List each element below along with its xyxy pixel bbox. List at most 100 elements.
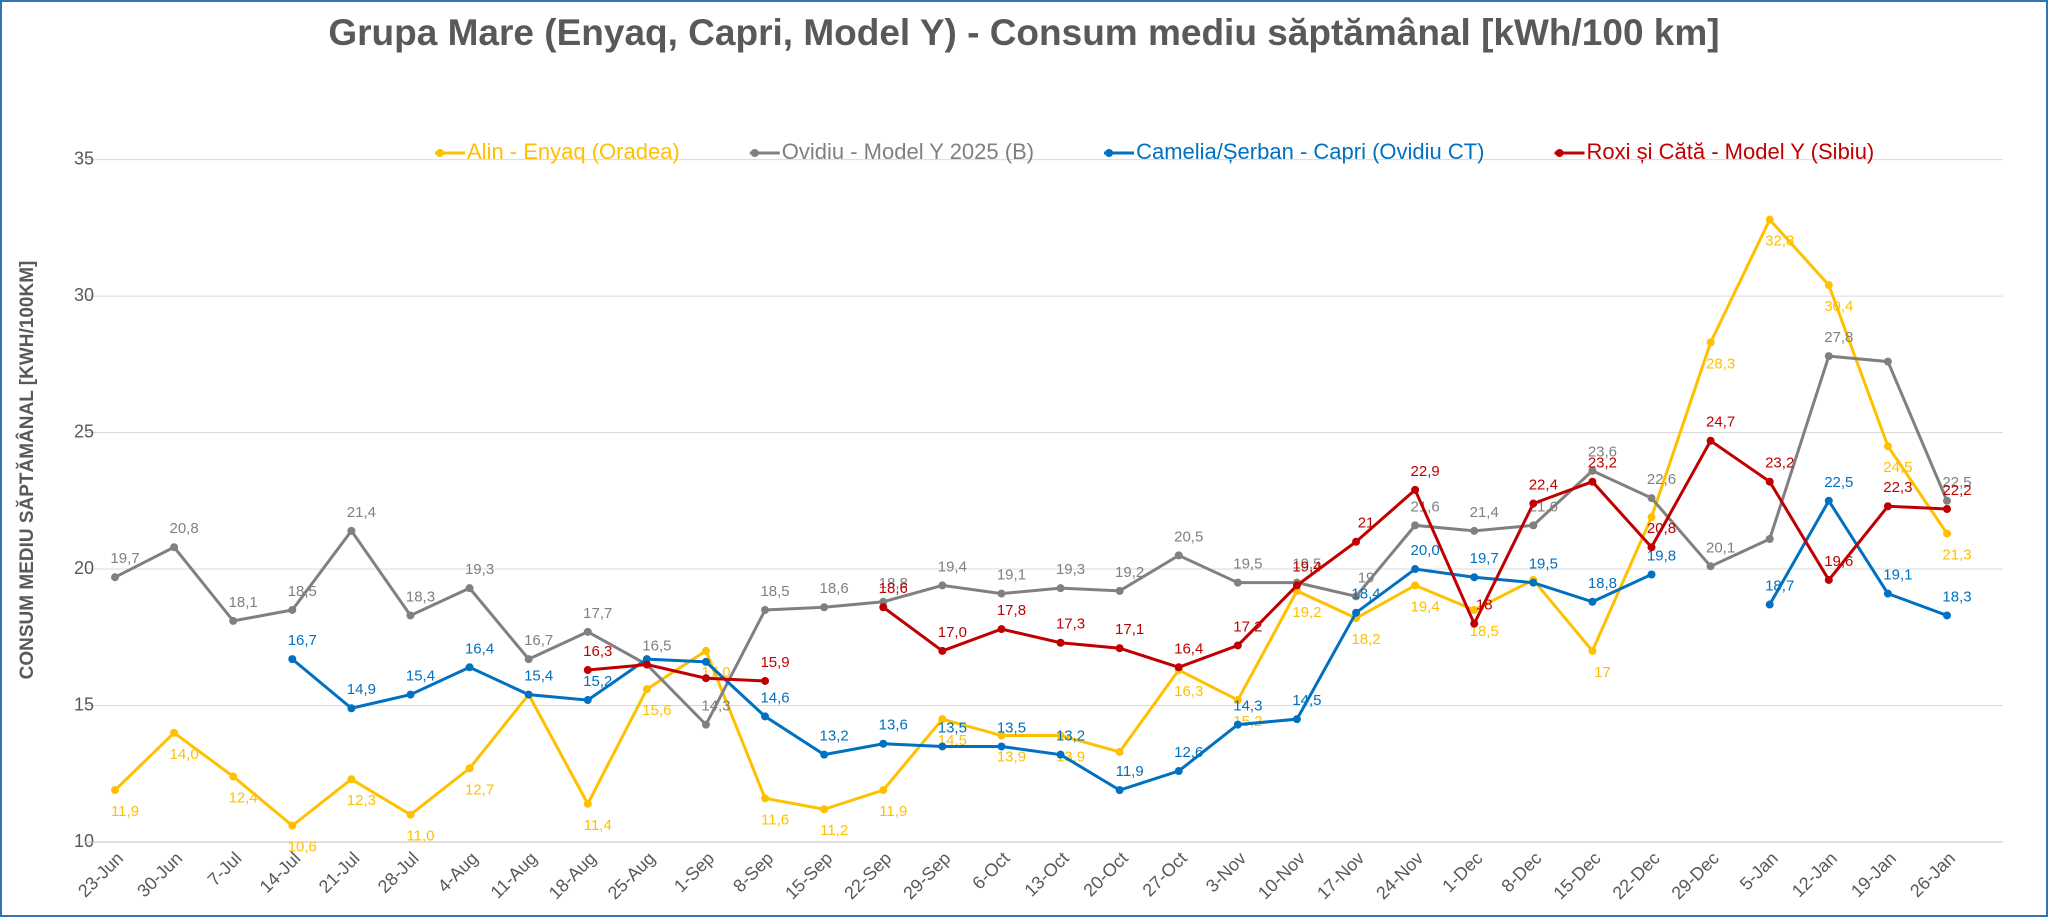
data-label: 18,4 (1351, 586, 1380, 603)
data-point (1529, 578, 1538, 587)
data-point (1470, 605, 1479, 614)
data-point (347, 526, 356, 535)
data-label: 19,4 (1411, 598, 1440, 615)
data-label: 21,3 (1942, 547, 1971, 564)
y-tick-label: 10 (74, 831, 94, 851)
data-label: 19,7 (110, 550, 139, 567)
data-point (761, 712, 770, 721)
data-point (1706, 562, 1715, 571)
data-label: 24,7 (1706, 414, 1735, 431)
data-label: 19,5 (1233, 556, 1262, 573)
series-line (113, 216, 1949, 828)
data-label: 17,0 (938, 624, 967, 641)
data-label: 20,5 (1174, 528, 1203, 545)
data-point (1233, 696, 1242, 705)
data-label: 19,1 (997, 567, 1026, 584)
data-label: 11,9 (111, 803, 139, 820)
data-label: 17,2 (1233, 618, 1262, 635)
data-label: 11,9 (879, 803, 907, 820)
data-point (288, 605, 297, 614)
data-label: 19 (1358, 569, 1375, 586)
data-label: 16,7 (288, 632, 317, 649)
data-label: 27,8 (1824, 329, 1853, 346)
data-label: 18 (1476, 597, 1493, 614)
data-label: 22,6 (1647, 471, 1676, 488)
data-point (1588, 646, 1597, 655)
legend-item: Roxi și Cătă - Model Y (Sibiu) (1554, 139, 1875, 164)
data-point (1529, 521, 1538, 530)
data-label: 19,3 (465, 561, 494, 578)
data-label: 10,6 (288, 839, 317, 856)
data-label: 18,1 (229, 594, 258, 611)
data-point (1233, 641, 1242, 650)
data-point (229, 616, 238, 625)
data-point (1233, 720, 1242, 729)
data-label: 20,8 (169, 520, 198, 537)
series-line (1768, 497, 1948, 617)
data-point (701, 674, 710, 683)
data-label: 19,5 (1529, 556, 1558, 573)
data-point (406, 611, 415, 620)
y-tick-label: 35 (74, 148, 94, 168)
data-point (1470, 573, 1479, 582)
legend-label: Camelia/Șerban - Capri (Ovidiu CT) (1136, 139, 1484, 164)
data-point (524, 690, 533, 699)
data-point (229, 772, 238, 781)
data-point (1056, 584, 1065, 593)
data-point (1943, 504, 1951, 513)
data-label: 13,2 (1056, 728, 1085, 745)
data-point (1352, 592, 1361, 601)
data-point (1529, 499, 1538, 508)
data-point (997, 625, 1006, 634)
data-point (1352, 537, 1361, 546)
data-point (820, 603, 829, 612)
legend-item: Ovidiu - Model Y 2025 (B) (749, 139, 1034, 164)
data-label: 18,5 (288, 583, 317, 600)
data-point (1292, 581, 1301, 590)
data-label: 19,5 (1292, 556, 1321, 573)
data-label: 16,3 (1174, 683, 1203, 700)
y-axis-title: CONSUM MEDIU SĂPTĂMÂNAL [KWH/100KM] (16, 261, 38, 680)
data-point (465, 663, 474, 672)
data-point (997, 589, 1006, 598)
data-label: 14,0 (169, 746, 198, 763)
series-line (114, 354, 1949, 728)
data-label: 18,3 (406, 588, 435, 605)
data-point (1174, 767, 1183, 776)
data-point (583, 799, 592, 808)
data-label: 17,3 (1056, 616, 1085, 633)
data-point (1706, 338, 1715, 347)
series-line (587, 663, 766, 683)
data-point (642, 685, 651, 694)
data-point (170, 728, 179, 737)
data-label: 13,6 (879, 717, 908, 734)
data-point (1647, 543, 1656, 552)
data-point (1824, 496, 1833, 505)
data-label: 16,4 (465, 640, 494, 657)
data-point (761, 605, 770, 614)
data-point (1824, 352, 1833, 361)
data-point (642, 660, 651, 669)
data-point (820, 805, 829, 814)
data-point (1883, 589, 1892, 598)
data-point (1115, 586, 1124, 595)
data-point (288, 821, 297, 830)
data-label: 20,8 (1647, 520, 1676, 537)
data-point (347, 704, 356, 713)
data-label: 18,6 (820, 580, 849, 597)
data-point (820, 750, 829, 759)
data-label: 19,7 (1470, 550, 1499, 567)
data-label: 18,8 (1588, 575, 1617, 592)
data-label: 18,5 (760, 583, 789, 600)
data-label: 13,2 (820, 728, 849, 745)
legend-marker (1105, 149, 1114, 157)
data-point (1470, 619, 1479, 628)
data-label: 15,9 (760, 654, 789, 671)
data-label: 21,4 (347, 504, 376, 521)
legend-label: Roxi și Cătă - Model Y (Sibiu) (1587, 139, 1875, 164)
data-label: 11,6 (761, 811, 789, 828)
data-point (938, 646, 947, 655)
data-point (465, 584, 474, 593)
data-label: 20,1 (1706, 539, 1735, 556)
data-point (111, 573, 119, 582)
